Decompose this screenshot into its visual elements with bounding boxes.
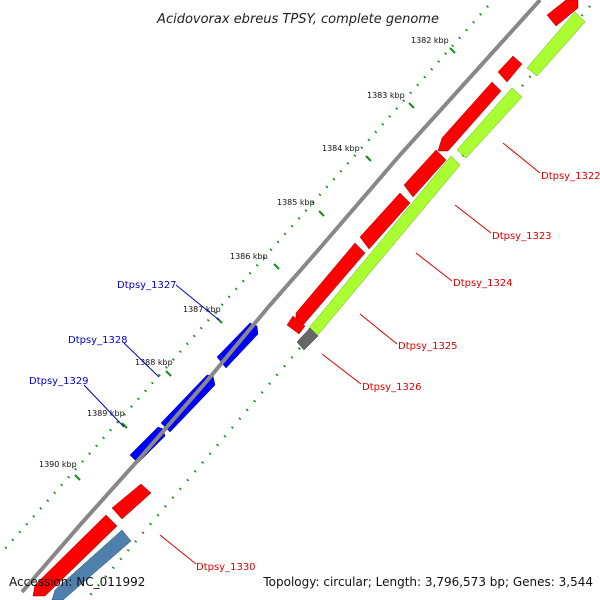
gene-label-dtpsy-1324[interactable]: Dtpsy_1324 <box>453 278 513 289</box>
leader-dtpsy-1324 <box>415 252 453 282</box>
kbp-tick-mark <box>365 155 372 162</box>
accession-text: Accession: NC_011992 <box>9 575 145 589</box>
orf-bar <box>456 87 523 159</box>
kbp-tick-mark <box>408 102 415 109</box>
kbp-tick-label: 1385 kbp <box>277 198 315 207</box>
outer-tick-line <box>1 5 489 553</box>
gene-labels: Dtpsy_1322 Dtpsy_1323 Dtpsy_1324 Dtpsy_1… <box>29 171 600 573</box>
gene-leaders <box>83 142 541 565</box>
gene-arrow-dtpsy-1322 <box>546 0 579 27</box>
kbp-tick-mark <box>165 370 172 377</box>
backbone-arc <box>20 0 542 594</box>
map-title: Acidovorax ebreus TPSY, complete genome <box>156 12 439 27</box>
gene-label-dtpsy-1325[interactable]: Dtpsy_1325 <box>398 341 458 352</box>
leader-dtpsy-1328 <box>123 342 160 378</box>
gene-label-dtpsy-1330[interactable]: Dtpsy_1330 <box>196 562 256 573</box>
kbp-tick-label: 1383 kbp <box>367 91 405 100</box>
kbp-tick-label: 1388 kbp <box>135 358 173 367</box>
kbp-tick-mark <box>273 263 280 270</box>
leader-dtpsy-1323 <box>454 204 492 234</box>
topology-text: Topology: circular; Length: 3,796,573 bp… <box>262 575 593 589</box>
kbp-tick-mark <box>121 422 128 429</box>
gene-label-dtpsy-1329[interactable]: Dtpsy_1329 <box>29 376 89 387</box>
gene-label-dtpsy-1322[interactable]: Dtpsy_1322 <box>541 171 600 182</box>
kbp-tick-mark <box>449 47 456 54</box>
gene-label-dtpsy-1323[interactable]: Dtpsy_1323 <box>492 231 552 242</box>
orf-track <box>308 11 586 337</box>
gene-arrow-dtpsy-1324 <box>359 192 411 250</box>
gene-arrow-dtpsy-1323 <box>437 81 502 152</box>
orf-bar <box>526 11 586 77</box>
gene-arrow-dtpsy-1330 <box>32 514 118 597</box>
outer-tick-track <box>1 5 489 553</box>
kbp-tick-label: 1382 kbp <box>411 36 449 45</box>
misc-features <box>51 327 319 600</box>
leader-dtpsy-1326 <box>321 353 362 385</box>
gray-feature <box>296 327 319 351</box>
gene-label-dtpsy-1326[interactable]: Dtpsy_1326 <box>362 382 422 393</box>
kbp-tick-mark <box>318 210 325 217</box>
leader-dtpsy-1327 <box>175 284 220 321</box>
leader-dtpsy-1325 <box>359 313 398 345</box>
gene-arrow-dtpsy-1322 <box>497 55 523 83</box>
leader-dtpsy-1329 <box>83 384 125 428</box>
gene-arrow-dtpsy-1326 <box>286 315 306 335</box>
forward-cds-track <box>32 0 579 597</box>
kbp-tick-label: 1386 kbp <box>230 252 268 261</box>
orf-bar <box>308 155 461 337</box>
gene-arrow-dtpsy-1330 <box>111 483 152 520</box>
steel-feature <box>51 529 132 600</box>
kbp-tick-label: 1390 kbp <box>39 460 77 469</box>
leader-dtpsy-1330 <box>159 534 197 565</box>
gene-label-dtpsy-1328[interactable]: Dtpsy_1328 <box>68 335 128 346</box>
gene-label-dtpsy-1327[interactable]: Dtpsy_1327 <box>117 280 177 291</box>
genome-backbone <box>20 0 542 594</box>
leader-dtpsy-1322 <box>502 142 541 174</box>
kbp-tick-mark <box>74 474 81 481</box>
kbp-ticks: 1382 kbp 1383 kbp 1384 kbp 1385 kbp 1386… <box>39 36 456 481</box>
kbp-tick-label: 1389 kbp <box>87 409 125 418</box>
gene-arrow-dtpsy-1324 <box>403 149 447 198</box>
kbp-tick-label: 1387 kbp <box>183 305 221 314</box>
kbp-tick-label: 1384 kbp <box>322 144 360 153</box>
